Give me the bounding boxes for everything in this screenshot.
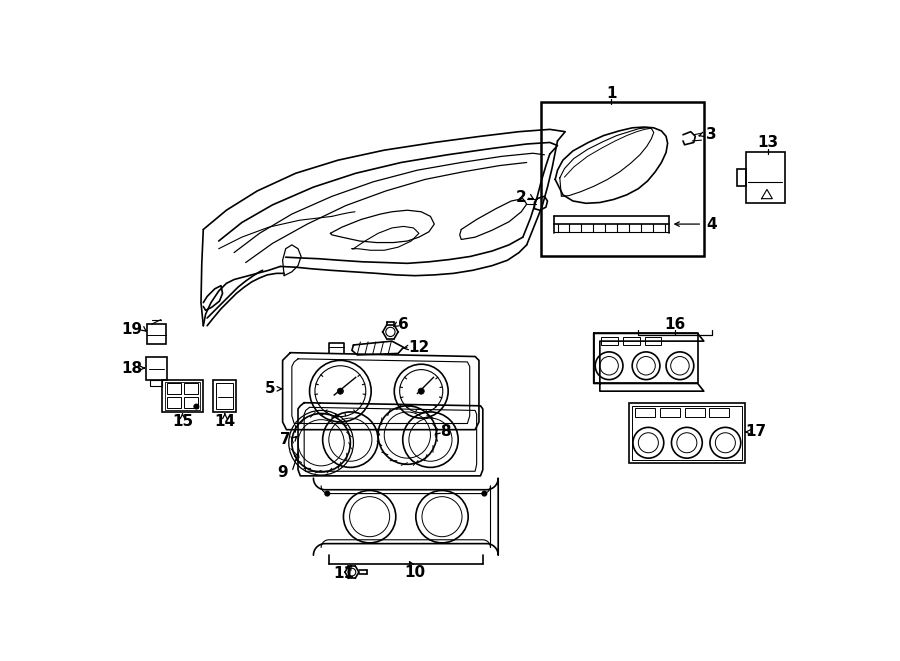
Bar xyxy=(213,379,237,412)
Bar xyxy=(541,102,704,256)
Bar xyxy=(165,382,200,410)
Text: 4: 4 xyxy=(706,217,716,231)
Text: 17: 17 xyxy=(745,424,766,440)
Text: 16: 16 xyxy=(665,317,686,332)
Text: 10: 10 xyxy=(404,564,426,580)
Bar xyxy=(644,337,662,345)
Text: 12: 12 xyxy=(409,340,429,355)
Bar xyxy=(685,408,705,416)
Text: 19: 19 xyxy=(122,322,142,337)
Circle shape xyxy=(194,405,199,409)
Bar xyxy=(150,379,163,386)
Circle shape xyxy=(325,491,329,496)
Bar xyxy=(184,383,198,394)
Text: 3: 3 xyxy=(706,128,716,142)
Circle shape xyxy=(338,388,344,394)
Bar xyxy=(632,406,742,459)
Text: 11: 11 xyxy=(334,566,355,581)
Bar xyxy=(216,383,233,409)
Text: 6: 6 xyxy=(398,317,409,332)
Bar xyxy=(623,337,640,345)
Text: 18: 18 xyxy=(122,360,142,375)
Bar xyxy=(184,397,198,408)
Circle shape xyxy=(482,491,487,496)
Text: 13: 13 xyxy=(757,135,778,150)
Bar xyxy=(147,324,166,344)
Text: 14: 14 xyxy=(214,414,236,430)
Text: 9: 9 xyxy=(277,465,288,479)
Bar xyxy=(167,383,181,394)
Circle shape xyxy=(418,388,424,394)
Text: 5: 5 xyxy=(265,381,275,397)
Bar xyxy=(746,153,785,202)
Text: 7: 7 xyxy=(280,432,290,447)
Bar xyxy=(629,403,744,463)
Bar xyxy=(146,356,167,379)
Text: 8: 8 xyxy=(440,424,451,440)
Text: 1: 1 xyxy=(607,86,616,100)
Text: 15: 15 xyxy=(172,414,194,430)
Bar xyxy=(737,169,746,186)
Bar xyxy=(163,379,202,412)
Bar xyxy=(635,408,655,416)
Bar xyxy=(601,337,618,345)
Text: 2: 2 xyxy=(516,190,526,205)
Bar xyxy=(167,397,181,408)
Bar xyxy=(709,408,729,416)
Bar xyxy=(660,408,680,416)
